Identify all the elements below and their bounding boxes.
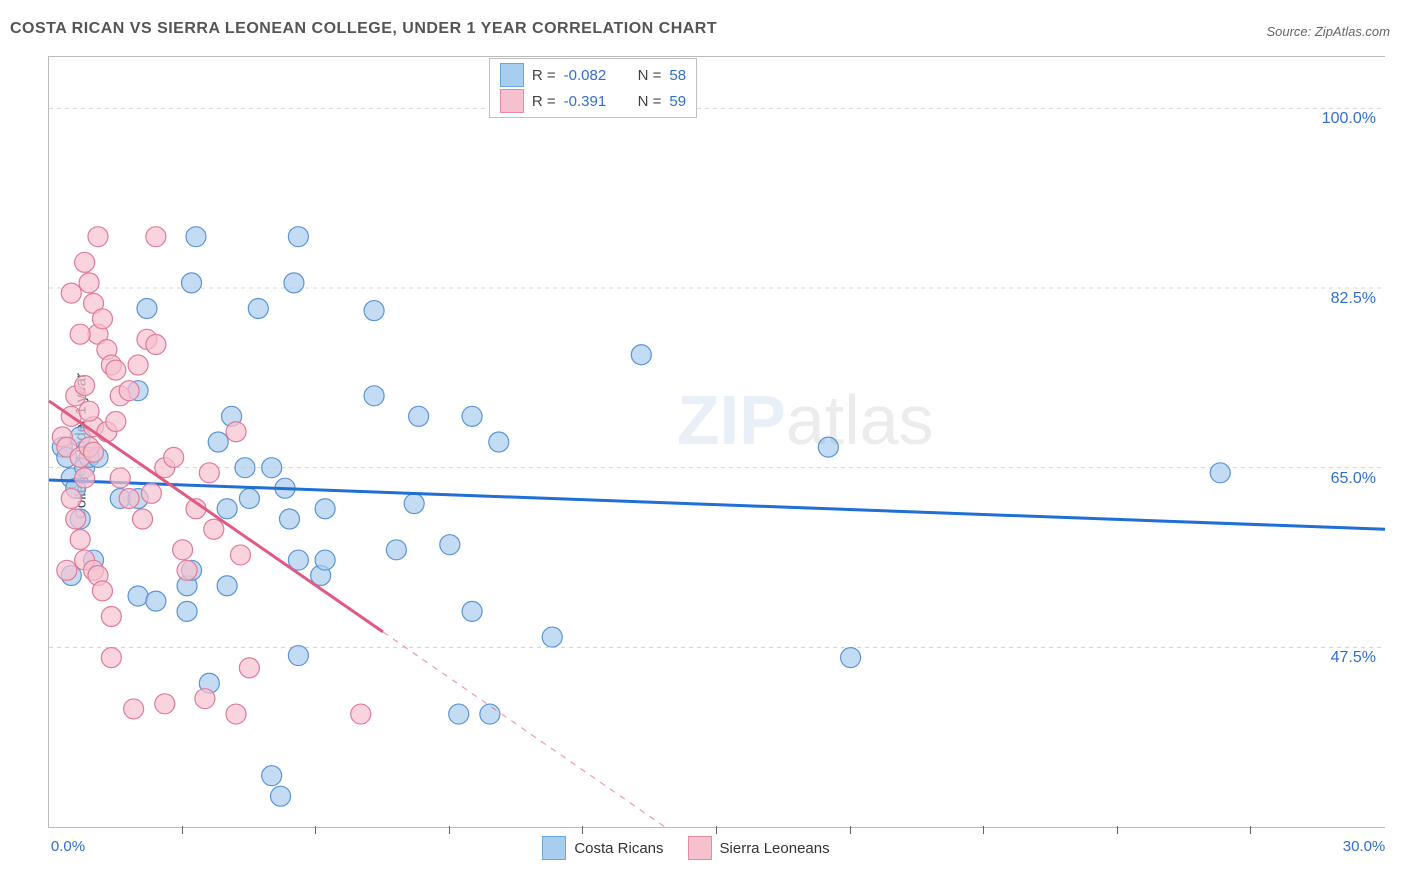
- legend-series-label: Sierra Leoneans: [720, 840, 830, 857]
- y-tick-label: 47.5%: [1331, 649, 1376, 667]
- x-tick-minor: [449, 826, 450, 834]
- n-value: 58: [669, 67, 686, 84]
- source-value: ZipAtlas.com: [1315, 24, 1390, 39]
- legend-series-label: Costa Ricans: [574, 840, 663, 857]
- source-label: Source: ZipAtlas.com: [1266, 24, 1390, 39]
- legend-series-item: Costa Ricans: [542, 836, 663, 860]
- r-value: -0.391: [564, 93, 624, 110]
- legend-series-item: Sierra Leoneans: [688, 836, 830, 860]
- chart-title: COSTA RICAN VS SIERRA LEONEAN COLLEGE, U…: [10, 20, 717, 38]
- scatter-svg: [49, 57, 1385, 827]
- legend-correlation: R = -0.082 N = 58 R = -0.391 N = 59: [489, 58, 697, 118]
- x-tick-label: 0.0%: [51, 838, 85, 855]
- x-tick-minor: [582, 826, 583, 834]
- x-tick-minor: [983, 826, 984, 834]
- legend-swatch: [500, 89, 524, 113]
- legend-swatch: [542, 836, 566, 860]
- n-value: 59: [669, 93, 686, 110]
- y-tick-label: 100.0%: [1322, 110, 1376, 128]
- y-tick-label: 82.5%: [1331, 290, 1376, 308]
- y-tick-label: 65.0%: [1331, 470, 1376, 488]
- legend-series: Costa Ricans Sierra Leoneans: [542, 836, 829, 860]
- source-prefix: Source:: [1266, 24, 1314, 39]
- legend-swatch: [688, 836, 712, 860]
- r-label: R =: [532, 67, 556, 84]
- x-tick-label: 30.0%: [1343, 838, 1386, 855]
- x-tick-minor: [182, 826, 183, 834]
- x-tick-minor: [716, 826, 717, 834]
- legend-correlation-row: R = -0.391 N = 59: [500, 89, 686, 113]
- n-label: N =: [638, 93, 662, 110]
- r-label: R =: [532, 93, 556, 110]
- legend-swatch: [500, 63, 524, 87]
- r-value: -0.082: [564, 67, 624, 84]
- x-tick-minor: [1117, 826, 1118, 834]
- x-tick-minor: [315, 826, 316, 834]
- x-tick-minor: [850, 826, 851, 834]
- x-tick-minor: [1250, 826, 1251, 834]
- plot-area: ZIPatlas: [48, 56, 1385, 828]
- legend-correlation-row: R = -0.082 N = 58: [500, 63, 686, 87]
- n-label: N =: [638, 67, 662, 84]
